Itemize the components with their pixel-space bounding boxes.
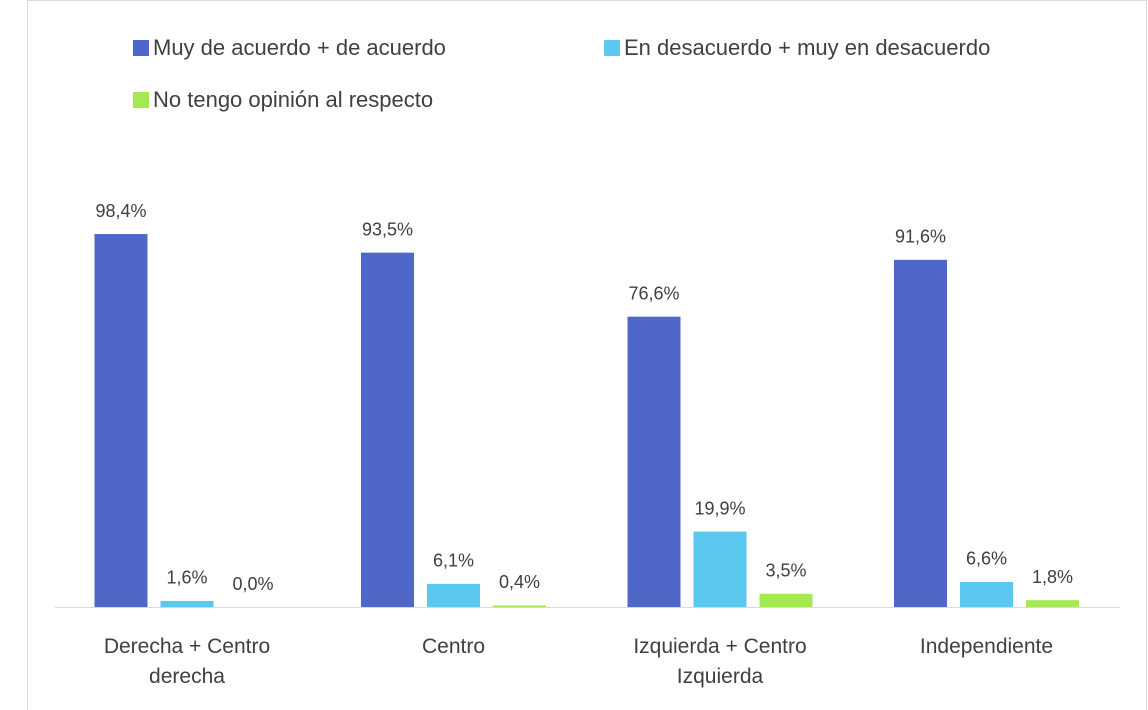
- legend-swatch: [133, 92, 149, 108]
- value-label: 3,5%: [765, 560, 806, 580]
- legend-swatch: [133, 40, 149, 56]
- value-label: 0,0%: [232, 574, 273, 594]
- legend-label: En desacuerdo + muy en desacuerdo: [624, 35, 990, 60]
- value-label: 98,4%: [95, 201, 146, 221]
- bar: [94, 234, 148, 607]
- x-tick-label: Independiente: [919, 635, 1054, 658]
- value-label: 1,8%: [1032, 567, 1073, 587]
- legend-swatch: [604, 40, 620, 56]
- value-label: 0,4%: [499, 572, 540, 592]
- legend-label: No tengo opinión al respecto: [153, 87, 433, 112]
- x-tick-label: Izquierda + Centro Izquierda: [633, 635, 807, 688]
- bar: [759, 593, 813, 607]
- bar: [493, 605, 546, 607]
- legend-label: Muy de acuerdo + de acuerdo: [153, 35, 446, 60]
- value-label: 6,1%: [433, 551, 474, 571]
- bar: [427, 583, 480, 607]
- chart-border: [27, 0, 1147, 710]
- value-label: 6,6%: [966, 549, 1007, 569]
- value-label: 76,6%: [628, 283, 679, 303]
- x-tick-label: Centro: [421, 635, 486, 658]
- bar: [693, 531, 747, 607]
- value-label: 1,6%: [166, 568, 207, 588]
- x-tick-label: Derecha + Centro derecha: [103, 635, 271, 688]
- bar: [960, 581, 1013, 607]
- bar: [627, 316, 681, 607]
- bar: [894, 259, 947, 607]
- bar: [361, 252, 414, 607]
- bar: [160, 600, 214, 607]
- value-label: 19,9%: [694, 498, 745, 518]
- bar: [1026, 600, 1079, 607]
- value-label: 91,6%: [895, 227, 946, 247]
- value-label: 93,5%: [362, 219, 413, 239]
